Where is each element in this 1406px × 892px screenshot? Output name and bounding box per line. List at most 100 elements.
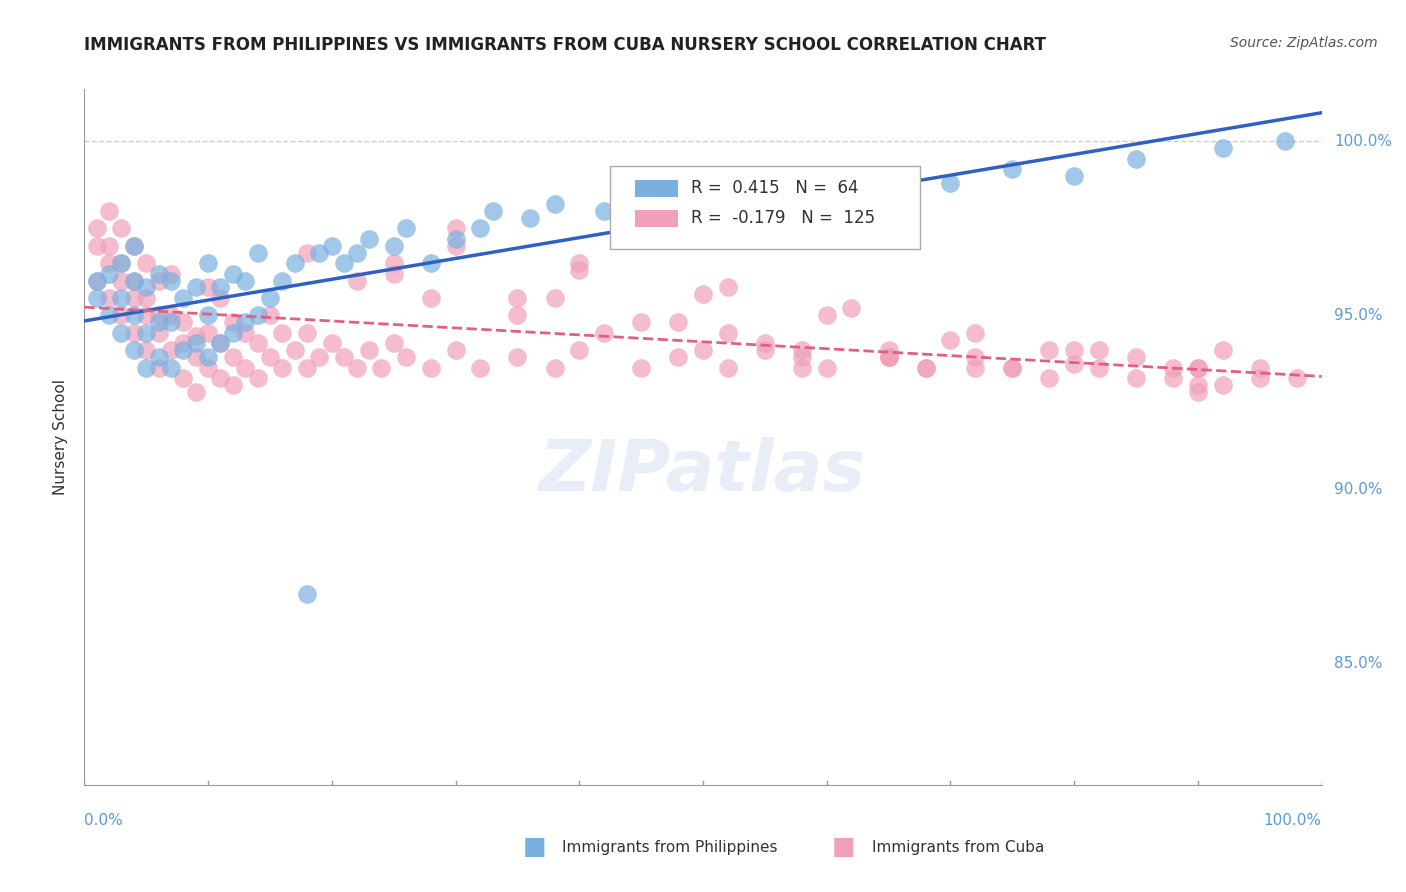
Point bbox=[122, 308, 145, 322]
Point bbox=[666, 315, 689, 329]
Point bbox=[184, 384, 207, 399]
Point bbox=[1249, 371, 1271, 385]
Point bbox=[666, 350, 689, 364]
Point bbox=[222, 377, 245, 392]
Point bbox=[630, 315, 652, 329]
Point bbox=[1125, 350, 1147, 364]
Point bbox=[148, 360, 170, 375]
Point bbox=[815, 308, 838, 322]
Point bbox=[395, 350, 418, 364]
Point bbox=[519, 211, 541, 225]
Point bbox=[506, 350, 529, 364]
Point bbox=[841, 301, 863, 316]
Point bbox=[568, 263, 591, 277]
Point bbox=[222, 326, 245, 340]
Point bbox=[86, 238, 108, 252]
Point bbox=[914, 360, 936, 375]
Point bbox=[148, 308, 170, 322]
Point bbox=[506, 308, 529, 322]
Point bbox=[122, 238, 145, 252]
Point bbox=[135, 256, 157, 270]
Point bbox=[148, 315, 170, 329]
Point bbox=[209, 280, 232, 294]
Point bbox=[233, 326, 256, 340]
Point bbox=[1001, 162, 1024, 177]
Point bbox=[184, 280, 207, 294]
Point bbox=[135, 280, 157, 294]
Point bbox=[160, 315, 183, 329]
Point bbox=[333, 256, 356, 270]
Point bbox=[209, 371, 232, 385]
Point bbox=[965, 350, 987, 364]
Point bbox=[543, 291, 565, 305]
Point bbox=[357, 343, 380, 357]
Point bbox=[86, 273, 108, 287]
Text: 90.0%: 90.0% bbox=[1334, 482, 1382, 497]
Point bbox=[470, 221, 492, 235]
Point bbox=[98, 291, 121, 305]
Point bbox=[444, 232, 467, 246]
Point bbox=[98, 238, 121, 252]
Point bbox=[419, 360, 441, 375]
Point bbox=[965, 360, 987, 375]
Text: Immigrants from Philippines: Immigrants from Philippines bbox=[562, 840, 778, 855]
Point bbox=[160, 267, 183, 281]
Point bbox=[1088, 360, 1111, 375]
Text: ZIPatlas: ZIPatlas bbox=[540, 437, 866, 507]
Point bbox=[284, 343, 307, 357]
Point bbox=[246, 308, 269, 322]
Text: ■: ■ bbox=[523, 836, 546, 859]
Point bbox=[939, 333, 962, 347]
Bar bbox=[636, 210, 678, 227]
Point bbox=[470, 360, 492, 375]
Point bbox=[110, 256, 132, 270]
Point bbox=[382, 336, 405, 351]
Point bbox=[160, 360, 183, 375]
Point bbox=[197, 326, 219, 340]
Point bbox=[568, 343, 591, 357]
Point bbox=[395, 221, 418, 235]
Point bbox=[259, 308, 281, 322]
Point bbox=[321, 336, 343, 351]
Point bbox=[717, 360, 740, 375]
Point bbox=[148, 350, 170, 364]
Point bbox=[630, 186, 652, 201]
Point bbox=[233, 315, 256, 329]
Text: 95.0%: 95.0% bbox=[1334, 308, 1382, 323]
Point bbox=[110, 326, 132, 340]
Text: R =  -0.179   N =  125: R = -0.179 N = 125 bbox=[690, 209, 875, 227]
Point bbox=[1285, 371, 1308, 385]
Point bbox=[110, 221, 132, 235]
Point bbox=[295, 245, 318, 260]
Point bbox=[110, 291, 132, 305]
Text: 100.0%: 100.0% bbox=[1334, 134, 1392, 149]
Point bbox=[148, 267, 170, 281]
Point bbox=[110, 256, 132, 270]
Point bbox=[122, 343, 145, 357]
Point bbox=[1088, 343, 1111, 357]
Point bbox=[717, 280, 740, 294]
Point bbox=[122, 273, 145, 287]
FancyBboxPatch shape bbox=[610, 166, 920, 249]
Point bbox=[1038, 371, 1060, 385]
Point bbox=[444, 238, 467, 252]
Point bbox=[271, 273, 294, 287]
Point bbox=[939, 176, 962, 190]
Point bbox=[965, 326, 987, 340]
Point bbox=[1212, 343, 1234, 357]
Point bbox=[1187, 360, 1209, 375]
Point bbox=[86, 291, 108, 305]
Point bbox=[271, 326, 294, 340]
Point bbox=[568, 256, 591, 270]
Point bbox=[382, 238, 405, 252]
Point bbox=[419, 291, 441, 305]
Point bbox=[246, 371, 269, 385]
Point bbox=[357, 232, 380, 246]
Point bbox=[444, 343, 467, 357]
Point bbox=[197, 308, 219, 322]
Point bbox=[877, 350, 900, 364]
Point bbox=[209, 291, 232, 305]
Point bbox=[233, 360, 256, 375]
Point bbox=[259, 350, 281, 364]
Point bbox=[1038, 343, 1060, 357]
